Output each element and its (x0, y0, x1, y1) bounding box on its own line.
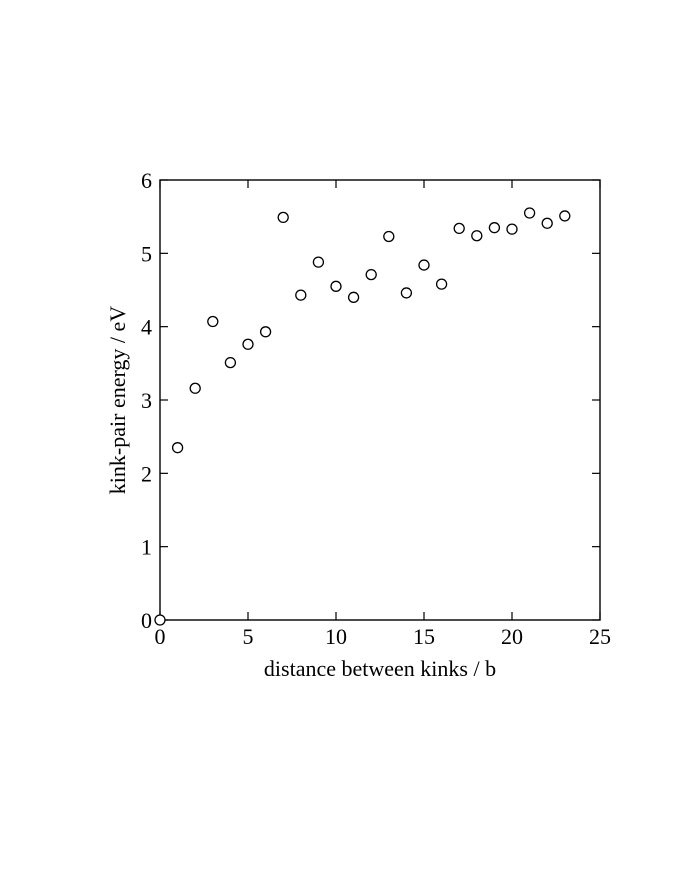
data-point (330, 280, 342, 292)
y-axis-label: kink-pair energy / eV (105, 306, 130, 494)
y-axis-tick-labels: 0 1 2 3 4 5 6 (141, 168, 152, 633)
x-tick-label: 5 (243, 624, 254, 649)
data-point (224, 356, 237, 369)
data-point (559, 210, 571, 222)
x-tick-label: 10 (325, 624, 347, 649)
plot-frame (159, 179, 601, 621)
data-point (488, 222, 501, 234)
x-axis-ticks (159, 180, 601, 620)
y-tick-label: 5 (141, 241, 152, 266)
data-point (383, 230, 395, 243)
y-tick-label: 4 (141, 315, 152, 340)
data-point (453, 222, 465, 235)
y-tick-label: 3 (141, 388, 152, 413)
y-tick-label: 2 (141, 461, 152, 486)
data-point (400, 287, 413, 299)
data-point (435, 278, 448, 290)
data-point (312, 256, 325, 268)
y-tick-label: 0 (141, 608, 152, 633)
x-tick-label: 15 (413, 624, 435, 649)
data-point (418, 259, 430, 271)
data-point (541, 217, 553, 229)
x-tick-label: 20 (501, 624, 523, 649)
data-point (471, 230, 483, 242)
data-point (347, 291, 360, 303)
data-points (154, 207, 571, 626)
data-point (365, 268, 377, 281)
data-point (207, 315, 219, 328)
x-axis-tick-labels: 0 5 10 15 20 25 (155, 624, 612, 649)
data-point (189, 382, 201, 394)
y-tick-label: 1 (141, 535, 152, 560)
y-tick-label: 6 (141, 168, 152, 193)
data-point (277, 211, 289, 224)
x-axis-label: distance between kinks / b (264, 656, 496, 681)
x-tick-label: 25 (589, 624, 611, 649)
data-point (171, 442, 184, 454)
data-point (242, 338, 254, 350)
y-axis-ticks (160, 179, 600, 621)
data-point (523, 207, 536, 219)
x-tick-label: 0 (155, 624, 166, 649)
data-point (506, 223, 518, 235)
data-point (295, 289, 307, 301)
data-point (259, 326, 272, 338)
data-point (154, 614, 166, 626)
